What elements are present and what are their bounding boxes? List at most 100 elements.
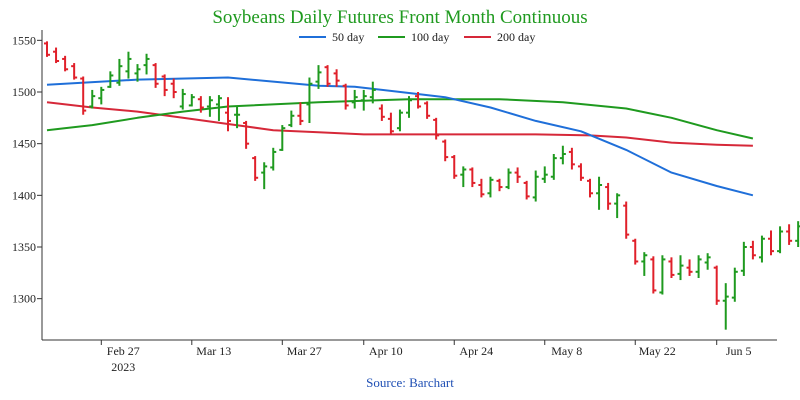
ohlc-bar — [596, 176, 603, 210]
ohlc-bar — [297, 102, 304, 126]
y-axis: 1300 1350 1400 1450 1500 1550 — [12, 33, 42, 306]
ohlc-bar — [424, 101, 431, 119]
ohlc-bar — [98, 86, 105, 105]
ohlc-bar — [668, 257, 675, 278]
ohlc-bar — [406, 96, 412, 118]
ohlc-bar — [107, 71, 114, 88]
y-tick-label: 1450 — [12, 137, 36, 151]
ohlc-bar — [795, 221, 800, 247]
ohlc-bar — [786, 224, 793, 245]
ohlc-bar — [215, 95, 222, 121]
ma-50-day-line — [46, 76, 754, 197]
ohlc-bar — [469, 167, 476, 188]
ohlc-bars — [44, 41, 800, 330]
ohlc-bar — [641, 252, 648, 276]
ohlc-bar — [722, 283, 729, 330]
ohlc-bar — [89, 89, 96, 109]
ohlc-bar — [125, 51, 132, 79]
ohlc-bar — [197, 96, 204, 113]
ohlc-bar — [777, 226, 784, 254]
ohlc-bar — [342, 83, 349, 110]
x-tick-label: May 22 — [639, 344, 676, 358]
ohlc-bar — [243, 120, 250, 149]
ohlc-bar — [306, 77, 313, 123]
ohlc-bar — [62, 55, 69, 72]
ohlc-bar — [161, 74, 168, 97]
chart-title: Soybeans Daily Futures Front Month Conti… — [212, 7, 587, 28]
y-tick-label: 1350 — [12, 240, 36, 254]
ohlc-bar — [53, 47, 60, 64]
ohlc-bar — [360, 89, 367, 111]
ohlc-bar — [206, 96, 213, 117]
ohlc-bar — [71, 63, 78, 80]
ohlc-bar — [378, 104, 385, 121]
ohlc-bar — [523, 180, 530, 200]
ohlc-bar — [225, 97, 231, 132]
x-tick-label: Mar 13 — [196, 344, 231, 358]
x-tick-label: Apr 24 — [459, 344, 493, 358]
ohlc-bar — [514, 167, 521, 183]
ohlc-bar — [623, 201, 630, 239]
ohlc-bar — [270, 147, 277, 171]
ohlc-bar — [234, 106, 241, 129]
y-tick-label: 1300 — [12, 292, 36, 306]
ohlc-bar — [496, 178, 503, 192]
ohlc-bar — [650, 256, 657, 294]
source-note: Source: Barchart — [366, 375, 454, 390]
ohlc-bar — [532, 170, 539, 202]
x-tick-label: Jun 5 — [726, 344, 752, 358]
ohlc-bar — [704, 253, 711, 270]
ohlc-bar — [577, 163, 584, 181]
ohlc-bar — [143, 53, 150, 75]
ohlc-bar — [396, 109, 403, 132]
ohlc-bar — [152, 63, 159, 88]
ohlc-bar — [387, 112, 394, 135]
ohlc-bar — [614, 193, 621, 219]
x-tick-label: Apr 10 — [369, 344, 403, 358]
ohlc-bar — [505, 168, 512, 190]
legend-label-100-day: 100 day — [411, 30, 449, 44]
ohlc-bar — [758, 235, 765, 263]
ohlc-bar — [324, 65, 331, 87]
ohlc-bar — [134, 64, 141, 82]
ohlc-bar — [415, 92, 422, 109]
ohlc-bar — [279, 125, 286, 151]
ohlc-bar — [442, 139, 449, 162]
ohlc-bar — [261, 162, 268, 190]
x-tick-label: Feb 27 — [107, 344, 140, 358]
ohlc-bar — [369, 81, 376, 104]
ohlc-bar — [333, 69, 340, 87]
ohlc-bar — [568, 147, 575, 170]
chart-legend: 50 day 100 day 200 day — [299, 30, 535, 44]
ohlc-bar — [559, 145, 566, 165]
legend-label-200-day: 200 day — [497, 30, 535, 44]
ohlc-bar — [550, 154, 557, 180]
ohlc-bar — [116, 58, 123, 86]
ohlc-bar — [460, 166, 467, 188]
ohlc-bar — [686, 259, 693, 276]
moving-average-lines — [46, 76, 754, 197]
legend-item-100-day: 100 day — [378, 30, 449, 44]
y-tick-label: 1400 — [12, 188, 36, 202]
ohlc-bar — [478, 178, 485, 198]
x-tick-label: May 8 — [551, 344, 582, 358]
ohlc-bar — [487, 176, 494, 198]
ohlc-bar — [713, 265, 720, 305]
ohlc-bar — [695, 255, 702, 278]
ohlc-bar — [768, 230, 774, 256]
ohlc-bar — [587, 178, 593, 198]
ohlc-bar — [433, 117, 440, 140]
x-tick-label: Mar 27 — [287, 344, 322, 358]
ohlc-bar — [605, 182, 612, 210]
ohlc-bar — [351, 89, 358, 109]
legend-item-50-day: 50 day — [299, 30, 364, 44]
ohlc-bar — [252, 156, 259, 181]
ohlc-bar — [659, 255, 666, 295]
ohlc-bar — [188, 94, 195, 107]
ohlc-bar — [541, 166, 548, 183]
x-axis: Feb 27 2023 Mar 13 Mar 27 Apr 10 Apr 24 May 8 M… — [100, 340, 752, 374]
ohlc-bar — [731, 267, 738, 302]
x-tick-sublabel: 2023 — [111, 360, 135, 374]
legend-label-50-day: 50 day — [332, 30, 364, 44]
